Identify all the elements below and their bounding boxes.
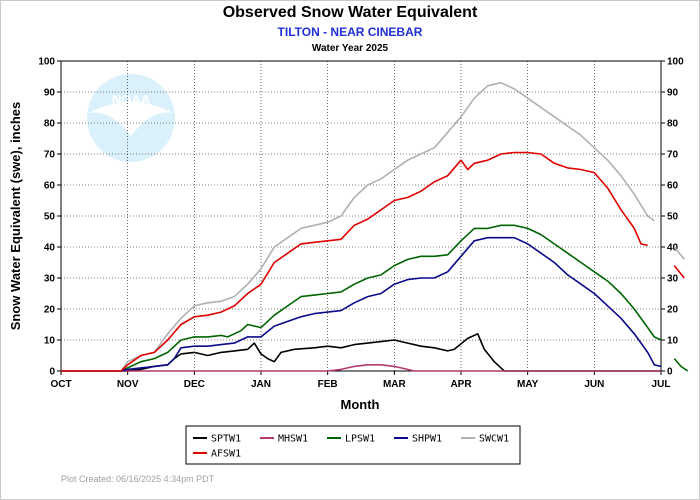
- plot-created-footer: Plot Created: 06/16/2025 4:34pm PDT: [61, 474, 215, 484]
- x-tick-label: MAY: [517, 379, 539, 390]
- x-tick-label: JUN: [584, 379, 604, 390]
- series-line-swcw1: [61, 81, 655, 372]
- series-line-afsw1: [673, 265, 685, 279]
- legend-label-afsw1: AFSW1: [211, 449, 241, 460]
- legend-label-shpw1: SHPW1: [412, 434, 442, 445]
- y-tick-label: 100: [38, 57, 55, 68]
- legend-label-sptw1: SPTW1: [211, 434, 241, 445]
- series-line-sptw1: [61, 332, 661, 372]
- y-tick-label-right: 50: [667, 212, 679, 223]
- series-line-shpw1: [61, 236, 662, 372]
- y-tick-label-right: 0: [667, 367, 673, 378]
- series-lines: [61, 81, 689, 372]
- series-line-mhsw1: [61, 363, 661, 372]
- grid-lines: [61, 61, 661, 371]
- x-tick-label: DEC: [184, 379, 205, 390]
- y-axis-left: 0 10 20 30 40 50 60 70 80 90 100: [38, 57, 61, 378]
- y-tick-label-right: 40: [667, 243, 679, 254]
- logo-text: NOAA: [112, 92, 151, 107]
- y-tick-label-right: 10: [667, 336, 679, 347]
- y-tick-label: 30: [44, 274, 56, 285]
- chart-subtitle: TILTON - NEAR CINEBAR: [278, 25, 423, 39]
- x-tick-label: JUL: [652, 379, 671, 390]
- x-tick-label: OCT: [50, 379, 71, 390]
- logo-circle: [87, 74, 175, 162]
- chart-title: Observed Snow Water Equivalent: [223, 4, 478, 21]
- x-tick-label: FEB: [318, 379, 338, 390]
- y-axis-right: 0 10 20 30 40 50 60 70 80 90 100: [661, 57, 684, 378]
- series-line-lpsw1: [61, 224, 662, 372]
- y-tick-label: 60: [44, 181, 56, 192]
- legend-label-swcw1: SWCW1: [479, 434, 509, 445]
- y-tick-label: 0: [49, 367, 55, 378]
- legend-label-mhsw1: MHSW1: [278, 434, 308, 445]
- x-tick-label: MAR: [383, 379, 407, 390]
- y-tick-label: 80: [44, 119, 56, 130]
- series-line-swcw1: [673, 246, 685, 260]
- y-tick-label: 10: [44, 336, 56, 347]
- y-axis-label: Snow Water Equivalent (swe), inches: [8, 102, 23, 331]
- legend-box: [185, 425, 521, 465]
- legend-label-lpsw1: LPSW1: [345, 434, 375, 445]
- x-axis-label: Month: [341, 397, 380, 412]
- y-tick-label-right: 30: [667, 274, 679, 285]
- legend: SPTW1 MHSW1 LPSW1 SHPW1 SWCW1 AFSW1: [185, 425, 521, 465]
- y-tick-label: 70: [44, 150, 56, 161]
- y-tick-label-right: 70: [667, 150, 679, 161]
- y-tick-label-right: 20: [667, 305, 679, 316]
- chart-subtitle-2: Water Year 2025: [312, 43, 389, 54]
- y-tick-label: 90: [44, 88, 56, 99]
- series-line-lpsw1: [673, 358, 689, 372]
- y-tick-label-right: 90: [667, 88, 679, 99]
- y-tick-label: 40: [44, 243, 56, 254]
- y-tick-label: 50: [44, 212, 56, 223]
- y-tick-label: 20: [44, 305, 56, 316]
- series-line-afsw1: [61, 151, 648, 372]
- logo-gull: [89, 102, 173, 136]
- x-tick-label: NOV: [117, 379, 139, 390]
- x-tick-label: JAN: [251, 379, 271, 390]
- y-tick-label-right: 60: [667, 181, 679, 192]
- y-tick-label-right: 100: [667, 57, 684, 68]
- noaa-logo: NOAA: [87, 74, 175, 162]
- x-axis: OCT NOV DEC JAN FEB MAR APR MAY JUN JUL: [50, 371, 670, 390]
- y-tick-label-right: 80: [667, 119, 679, 130]
- x-tick-label: APR: [450, 379, 472, 390]
